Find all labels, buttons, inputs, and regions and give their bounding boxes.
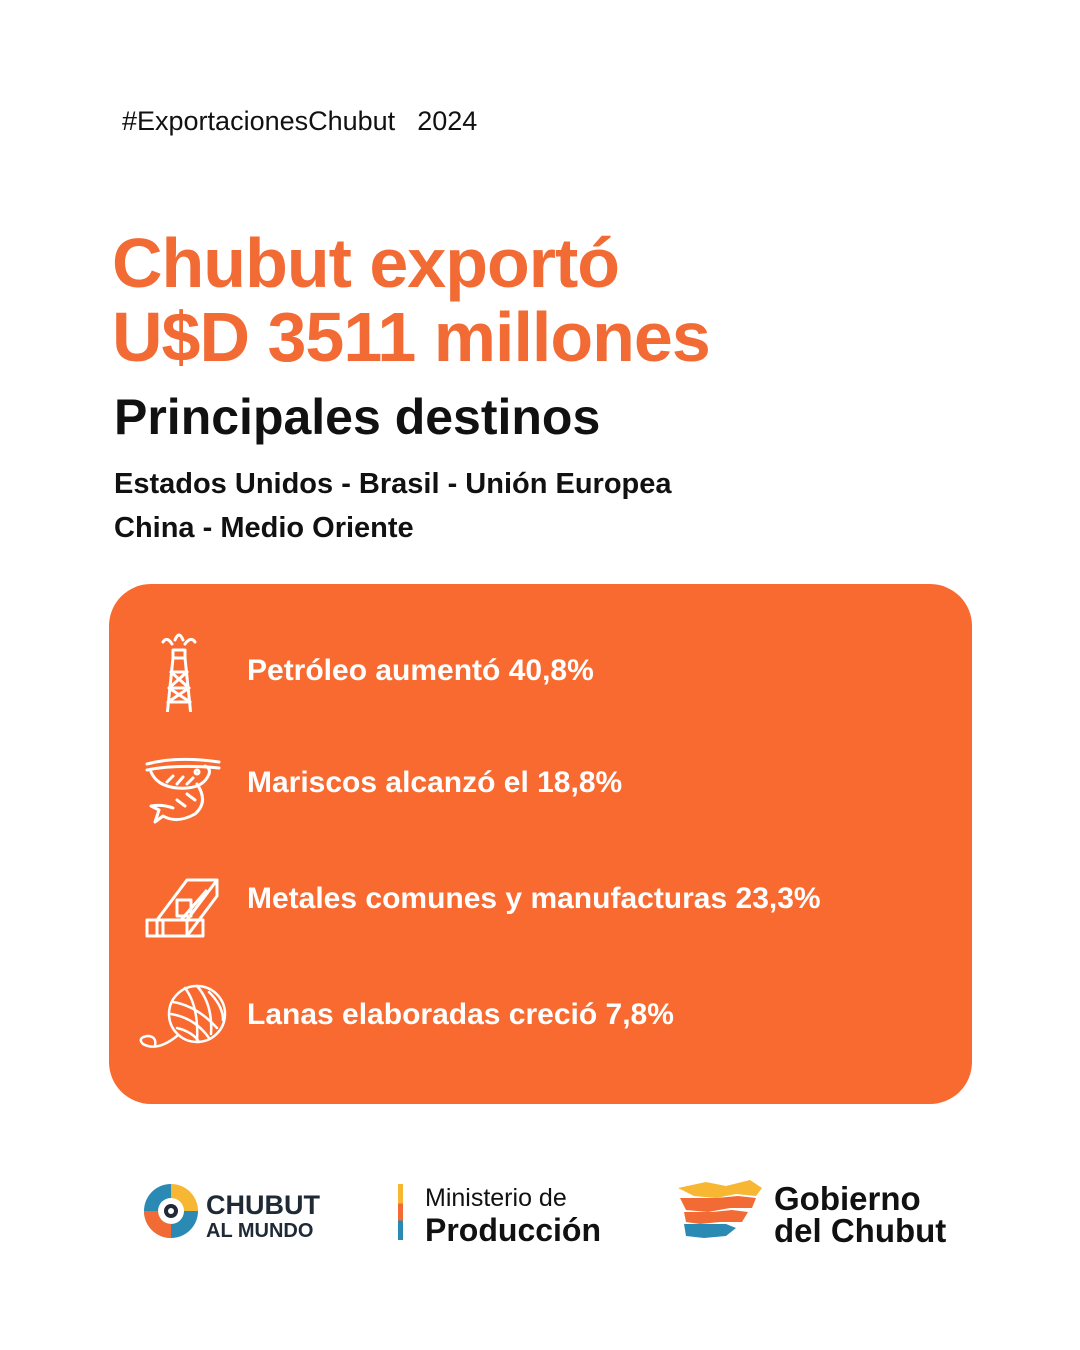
oil-derrick-icon xyxy=(161,633,197,712)
shrimp-icon xyxy=(145,757,221,824)
list-item-mariscos: Mariscos alcanzó el 18,8% xyxy=(109,744,972,824)
headline: Chubut exportó U$D 3511 millones xyxy=(112,224,711,376)
headline-line1: Chubut exportó xyxy=(112,224,620,302)
headline-line2: U$D 3511 millones xyxy=(112,298,711,376)
destinations-line2: China - Medio Oriente xyxy=(114,512,414,544)
logo2-line2: Producción xyxy=(425,1212,602,1248)
logo2-line1: Ministerio de xyxy=(425,1184,567,1212)
list-item-metales: Metales comunes y manufacturas 23,3% xyxy=(109,860,972,940)
logo1-line2: AL MUNDO xyxy=(206,1220,314,1242)
logo3-line2: del Chubut xyxy=(774,1212,947,1249)
item-text: Mariscos alcanzó el 18,8% xyxy=(247,766,623,799)
logo2-color-bar xyxy=(398,1184,403,1240)
hashtag-line: #ExportacionesChubut 2024 xyxy=(122,106,499,137)
province-map-logo-icon xyxy=(678,1180,762,1238)
yarn-ball-icon xyxy=(139,984,227,1048)
globe-logo-icon xyxy=(144,1184,198,1238)
footer: CHUBUT AL MUNDO Ministerio de Producción… xyxy=(0,1170,1080,1260)
list-item-lanas: Lanas elaboradas creció 7,8% xyxy=(109,976,972,1056)
hashtag: #ExportacionesChubut xyxy=(122,106,396,136)
destinations-line1: Estados Unidos - Brasil - Unión Europea xyxy=(114,468,672,500)
subheading: Principales destinos xyxy=(114,389,601,445)
logo3-line1: Gobierno xyxy=(774,1180,921,1217)
export-card: Petróleo aumentó 40,8% Mariscos alcanzó … xyxy=(109,584,972,1104)
year: 2024 xyxy=(417,106,478,136)
destinations: Estados Unidos - Brasil - Unión Europea … xyxy=(114,462,672,550)
item-text: Lanas elaboradas creció 7,8% xyxy=(247,998,674,1031)
item-text: Petróleo aumentó 40,8% xyxy=(247,654,594,687)
metal-bars-icon xyxy=(145,878,219,938)
item-text: Metales comunes y manufacturas 23,3% xyxy=(247,882,821,915)
list-item-petroleo: Petróleo aumentó 40,8% xyxy=(109,632,972,712)
logo1-line1: CHUBUT xyxy=(206,1190,320,1220)
